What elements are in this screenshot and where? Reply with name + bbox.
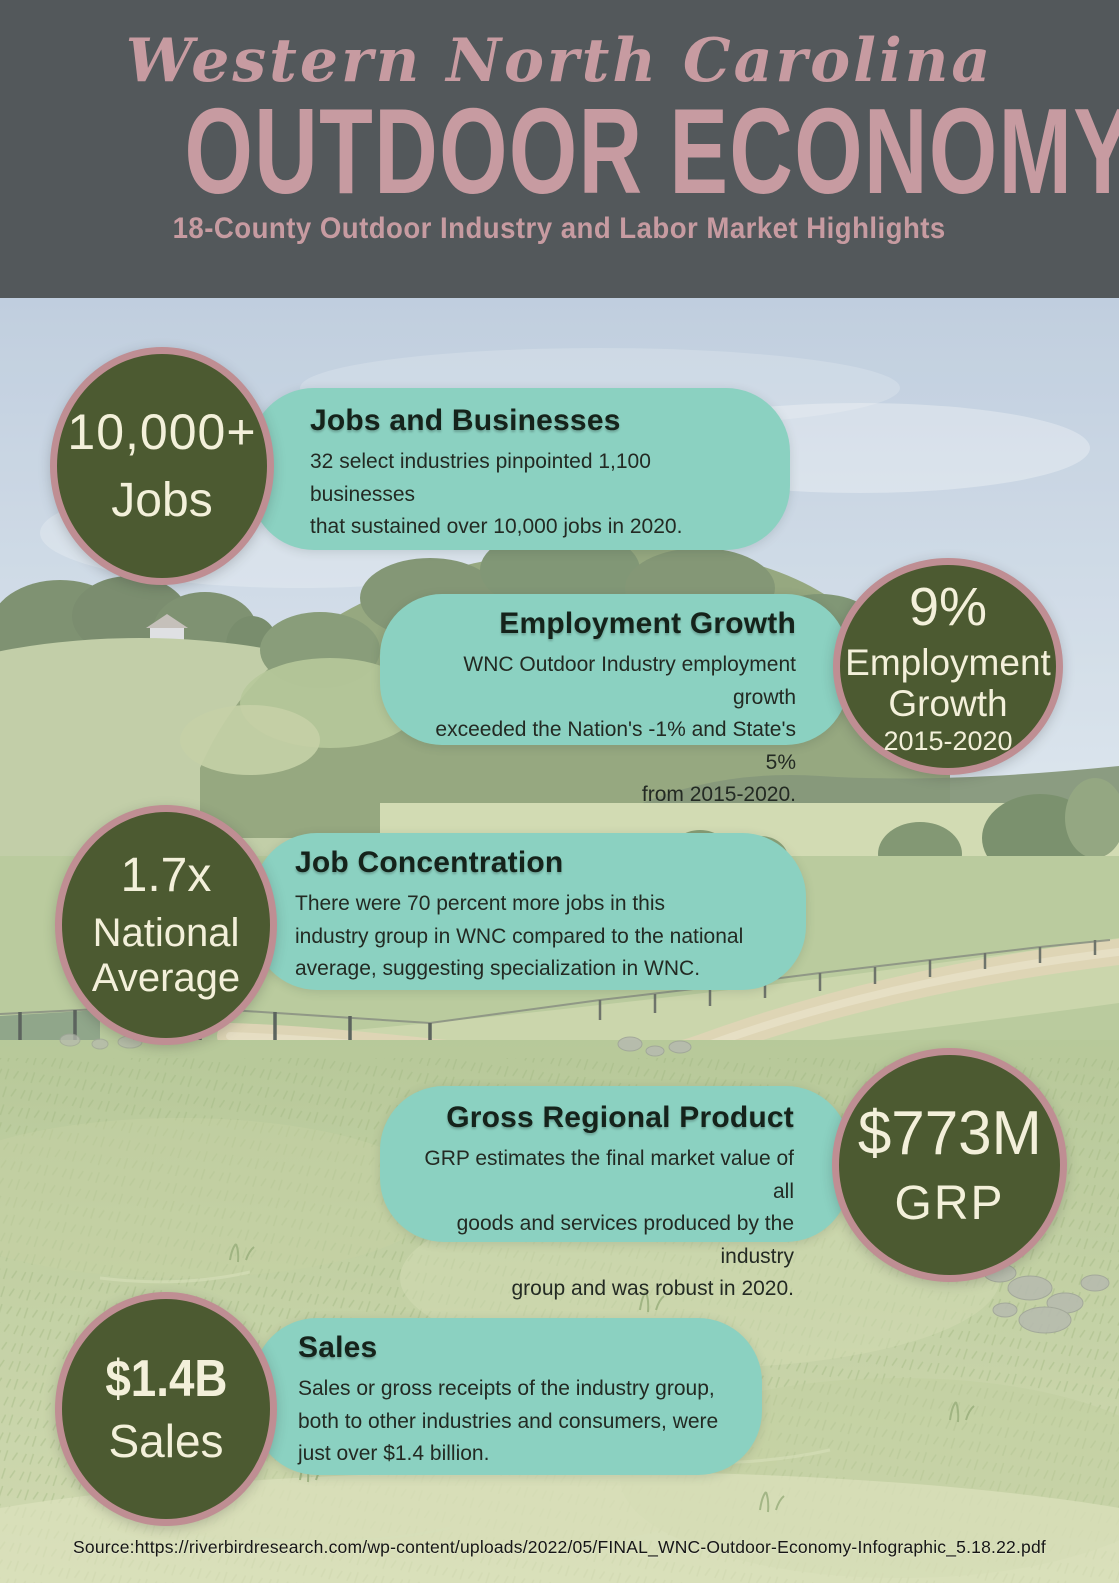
card-title: Gross Regional Product [446, 1101, 794, 1134]
stat-card-employment-growth: Employment Growth WNC Outdoor Industry e… [380, 594, 848, 806]
card-body: GRP estimates the final market value of … [424, 1147, 794, 1301]
header: Western North Carolina OUTDOOR ECONOMY 1… [0, 0, 1119, 298]
stat-badge-grp: $773M GRP [832, 1048, 1067, 1282]
badge-line: GRP [894, 1176, 1005, 1230]
card-title: Sales [298, 1331, 378, 1364]
stat-badge-jobs: 10,000+ Jobs [50, 347, 274, 585]
badge-line: Average [91, 955, 241, 1000]
card-title: Job Concentration [295, 846, 564, 879]
header-script-title: Western North Carolina [125, 26, 994, 96]
badge-line: $773M [857, 1099, 1042, 1169]
badge-line: Growth [888, 683, 1008, 725]
stat-badge-employment-growth: 9% Employment Growth 2015-2020 [833, 558, 1063, 775]
badge-line: 9% [908, 577, 988, 638]
stat-badge-job-concentration: 1.7x National Average [55, 805, 277, 1045]
header-subtitle: 18-County Outdoor Industry and Labor Mar… [172, 211, 947, 245]
stat-card-job-concentration: Job Concentration There were 70 percent … [253, 833, 806, 990]
stat-card-jobs: Jobs and Businesses 32 select industries… [250, 388, 790, 550]
card-body: 32 select industries pinpointed 1,100 bu… [310, 450, 683, 539]
card-body: Sales or gross receipts of the industry … [298, 1377, 719, 1466]
rocks [59, 1033, 1110, 1334]
badge-line: Jobs [111, 474, 213, 528]
stat-badge-sales: $1.4B Sales [55, 1292, 277, 1526]
badge-line: $1.4B [104, 1350, 228, 1409]
stat-card-sales: Sales Sales or gross receipts of the ind… [253, 1318, 762, 1475]
source-line: Source:https://riverbirdresearch.com/wp-… [73, 1537, 1046, 1557]
card-body: WNC Outdoor Industry employment growth e… [435, 653, 796, 807]
badge-line: 1.7x [120, 849, 212, 903]
stat-card-grp: Gross Regional Product GRP estimates the… [380, 1086, 850, 1300]
card-title: Employment Growth [499, 607, 796, 640]
badge-line: Employment [845, 641, 1051, 683]
card-body: There were 70 percent more jobs in this … [295, 892, 744, 981]
card-title: Jobs and Businesses [310, 404, 621, 437]
badge-line: Sales [108, 1415, 224, 1468]
header-main-title: OUTDOOR ECONOMY [184, 83, 1119, 219]
badge-line: 2015-2020 [883, 725, 1013, 756]
badge-line: National [92, 911, 240, 956]
badge-line: 10,000+ [67, 404, 257, 461]
